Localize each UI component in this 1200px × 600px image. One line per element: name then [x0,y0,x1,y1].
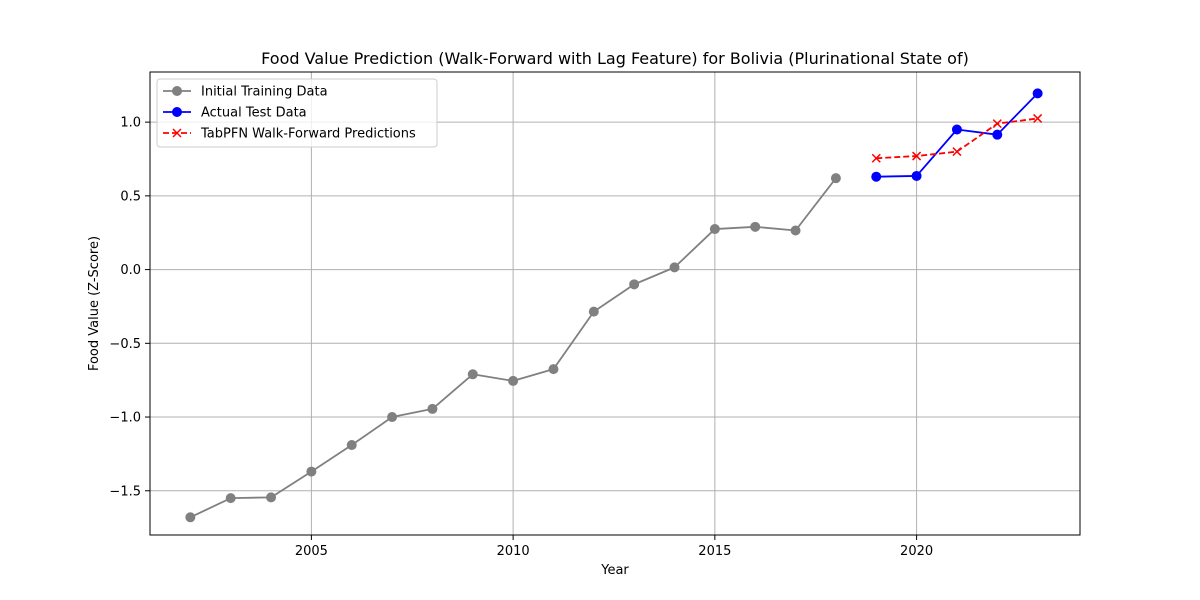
data-point-tabpfn-walk-forward-predictions [1033,113,1043,123]
data-point-initial-training-data [508,375,519,386]
data-point-initial-training-data [427,403,438,414]
data-point-initial-training-data [669,262,680,273]
series-initial-training-data [185,173,841,523]
plot-area-frame [149,71,1081,536]
data-point-initial-training-data [790,225,801,236]
y-axis-label: Food Value (Z-Score) [87,236,102,371]
data-point-initial-training-data [750,221,761,232]
data-point-initial-training-data [306,466,317,477]
y-tick-label: 1.0 [120,116,141,131]
x-tick-label: 2015 [698,544,731,559]
grid-lines [150,72,1080,535]
legend-marker [172,86,182,96]
y-tick-label: −0.5 [109,337,141,352]
legend-marker [172,107,182,117]
data-point-actual-test-data [871,171,882,182]
data-point-initial-training-data [709,224,720,235]
chart-legend: Initial Training Data Actual Test Data Tab… [156,78,438,148]
series-tabpfn-walk-forward-predictions [871,113,1043,163]
series-actual-test-data [871,88,1043,182]
y-tick-label: 0.0 [120,263,141,278]
data-point-initial-training-data [346,440,357,451]
data-point-initial-training-data [629,279,640,290]
data-point-initial-training-data [830,173,841,184]
chart-title: Food Value Prediction (Walk-Forward with… [261,49,969,68]
data-point-actual-test-data [951,124,962,135]
data-point-tabpfn-walk-forward-predictions [952,147,962,157]
legend-label: TabPFN Walk-Forward Predictions [200,127,416,142]
data-series [185,88,1043,523]
data-point-initial-training-data [266,492,277,503]
data-point-initial-training-data [548,364,559,375]
axis-ticks: 2005 2010 2015 2020 −1.5 −1.0 −0.5 0.0 0.5 1.0 [109,116,933,559]
y-tick-label: −1.0 [109,411,141,426]
legend-label: Initial Training Data [201,85,328,100]
legend-label: Actual Test Data [201,106,307,121]
x-axis-label: Year [600,563,629,578]
legend-item-initial-training-data: Initial Training Data [163,85,328,100]
y-tick-label: −1.5 [109,484,141,499]
data-point-actual-test-data [992,129,1003,140]
data-point-tabpfn-walk-forward-predictions [871,153,881,163]
legend-item-actual-test-data: Actual Test Data [163,106,307,121]
data-point-actual-test-data [1032,88,1043,99]
x-tick-label: 2010 [497,544,530,559]
x-tick-label: 2020 [900,544,933,559]
data-point-tabpfn-walk-forward-predictions [992,119,1002,129]
x-tick-label: 2005 [295,544,328,559]
legend-marker [172,128,182,138]
y-tick-label: 0.5 [120,189,141,204]
data-point-initial-training-data [185,512,196,523]
series-line-actual-test-data [876,92,1039,178]
data-point-initial-training-data [387,412,398,423]
legend-item-tabpfn-walk-forward-predictions: TabPFN Walk-Forward Predictions [163,127,416,142]
data-point-initial-training-data [225,493,236,504]
data-point-initial-training-data [588,306,599,317]
legend-box [156,78,438,148]
data-point-actual-test-data [911,170,922,181]
data-point-initial-training-data [467,369,478,380]
data-point-tabpfn-walk-forward-predictions [912,151,922,161]
